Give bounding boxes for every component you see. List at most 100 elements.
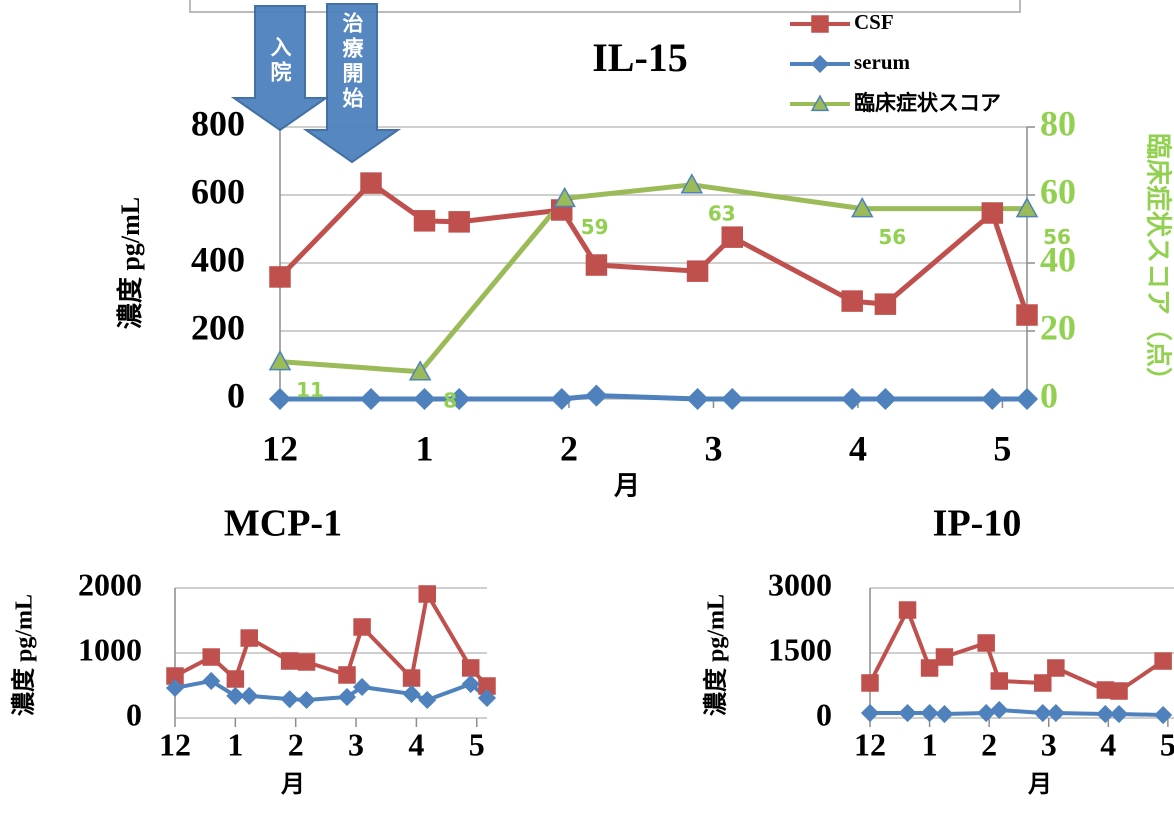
x-tick-label: 12 <box>159 726 191 762</box>
data-label: 56 <box>878 225 906 249</box>
marker <box>981 387 1004 411</box>
legend-label: 臨床症状スコア <box>854 91 1001 115</box>
x-axis-label: 月 <box>280 770 305 798</box>
y-tick-label: 0 <box>126 696 142 732</box>
series-line <box>280 393 1027 402</box>
data-label: 11 <box>296 378 324 402</box>
marker <box>477 688 497 708</box>
frame-edge <box>189 0 1021 13</box>
marker <box>418 585 437 603</box>
marker <box>297 653 316 671</box>
marker <box>898 703 917 723</box>
series-line <box>868 608 1165 694</box>
y-tick-label: 1000 <box>78 631 142 667</box>
marker <box>860 703 880 723</box>
marker <box>721 226 743 248</box>
x-tick-label: 1 <box>415 428 433 468</box>
marker <box>413 387 436 411</box>
marker <box>359 387 383 411</box>
chart-title: MCP-1 <box>224 503 342 545</box>
x-tick-label: 3 <box>1041 726 1057 762</box>
marker <box>408 360 432 381</box>
y-tick-label: 2000 <box>78 566 142 602</box>
marker <box>920 659 939 677</box>
x-tick-label: 4 <box>849 428 867 468</box>
x-tick-label: 4 <box>408 726 424 762</box>
annotation-arrow <box>230 5 330 132</box>
marker <box>977 634 995 652</box>
series-line <box>174 678 489 702</box>
y-tick-label: 200 <box>191 307 245 347</box>
marker <box>1047 659 1065 677</box>
x-tick-label: 1 <box>227 726 243 762</box>
marker <box>935 704 954 724</box>
marker <box>1046 703 1065 723</box>
marker <box>268 350 292 371</box>
series-line <box>279 182 1027 375</box>
marker <box>337 687 357 707</box>
series-line <box>278 180 1030 316</box>
legend-label: serum <box>854 50 910 74</box>
y-tick-label: 1500 <box>768 631 832 667</box>
x-tick-label: 12 <box>262 428 298 468</box>
marker <box>1154 705 1173 725</box>
x-axis-label: 月 <box>1027 770 1052 798</box>
marker <box>269 266 291 288</box>
marker <box>280 690 299 709</box>
marker <box>841 387 864 411</box>
y-tick-label: 0 <box>227 375 245 415</box>
marker <box>1015 387 1039 411</box>
marker <box>240 629 258 647</box>
marker <box>874 387 897 411</box>
annotation: 入院 <box>268 36 292 86</box>
marker <box>353 677 372 697</box>
y-tick-label: 800 <box>191 103 245 143</box>
marker <box>226 670 245 688</box>
marker <box>226 686 245 705</box>
marker <box>1109 704 1129 724</box>
data-label: 63 <box>708 201 736 225</box>
marker <box>861 674 879 692</box>
y-tick-label: 400 <box>191 239 245 279</box>
y2-axis-label: 臨床症状スコア（点） <box>1143 133 1174 393</box>
x-tick-label: 3 <box>348 726 364 762</box>
x-tick-label: 2 <box>288 726 304 762</box>
series-line <box>174 591 489 688</box>
y-tick-label: 3000 <box>768 566 832 602</box>
annotation-arrow <box>302 3 402 164</box>
marker <box>1110 682 1128 700</box>
marker <box>1033 703 1052 723</box>
y2-tick-label: 0 <box>1040 375 1058 415</box>
x-tick-label: 5 <box>469 726 485 762</box>
x-tick-label: 5 <box>993 428 1011 468</box>
marker <box>268 387 292 411</box>
marker <box>811 15 829 33</box>
data-label: 56 <box>1043 225 1071 249</box>
marker <box>1096 704 1115 724</box>
marker <box>851 197 874 218</box>
marker <box>402 669 421 687</box>
marker <box>297 690 316 710</box>
x-tick-label: 2 <box>560 428 578 468</box>
marker <box>280 652 299 670</box>
y2-tick-label: 60 <box>1040 171 1076 211</box>
marker <box>418 690 437 710</box>
marker <box>810 94 830 112</box>
marker <box>202 671 221 691</box>
x-tick-label: 3 <box>704 428 722 468</box>
marker <box>1034 674 1052 692</box>
data-label: 8 <box>443 388 457 412</box>
marker <box>686 387 709 411</box>
x-tick-label: 12 <box>854 726 886 762</box>
y-tick-label: 600 <box>191 171 245 211</box>
marker <box>585 384 608 407</box>
marker <box>874 293 897 315</box>
marker <box>898 601 917 619</box>
marker <box>721 387 744 411</box>
marker <box>1154 652 1172 670</box>
y-axis-label: 濃度 pg/mL <box>702 594 730 716</box>
marker <box>448 211 470 233</box>
x-tick-label: 5 <box>1160 726 1174 762</box>
x-tick-label: 2 <box>981 726 997 762</box>
